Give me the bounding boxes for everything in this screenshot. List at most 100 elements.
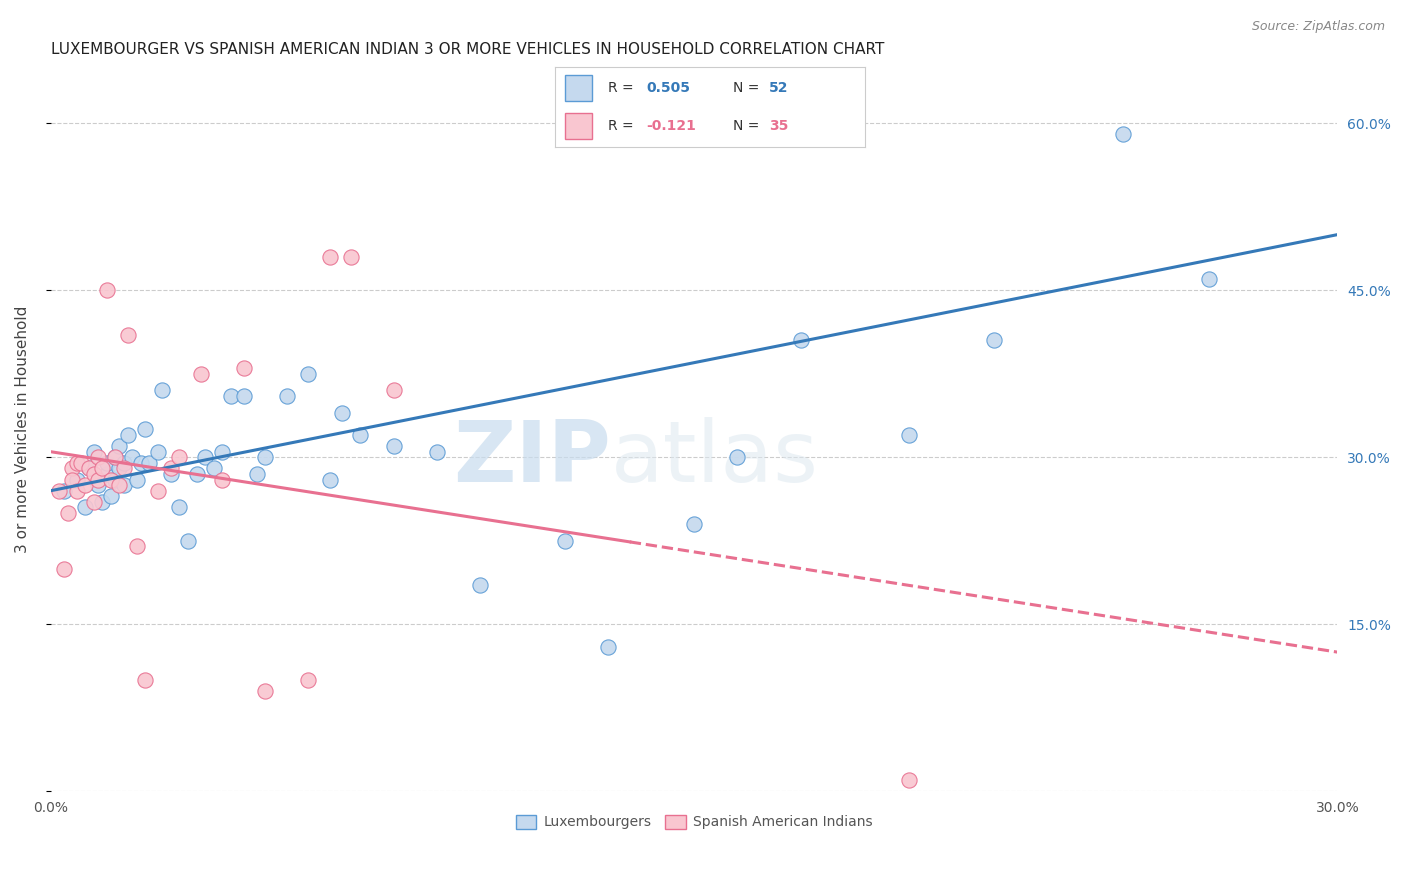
Point — [211, 473, 233, 487]
Point — [104, 450, 127, 465]
Point — [87, 473, 110, 487]
Point — [112, 456, 135, 470]
Text: LUXEMBOURGER VS SPANISH AMERICAN INDIAN 3 OR MORE VEHICLES IN HOUSEHOLD CORRELAT: LUXEMBOURGER VS SPANISH AMERICAN INDIAN … — [51, 42, 884, 57]
Point — [790, 334, 813, 348]
Point — [150, 384, 173, 398]
Point — [169, 450, 191, 465]
Text: 0.505: 0.505 — [647, 81, 690, 95]
Point — [318, 473, 340, 487]
Point — [725, 450, 748, 465]
Point — [146, 483, 169, 498]
Point — [52, 561, 75, 575]
Text: -0.121: -0.121 — [647, 120, 696, 133]
Point — [129, 456, 152, 470]
Point — [468, 578, 491, 592]
Point — [426, 444, 449, 458]
Point — [52, 483, 75, 498]
Point — [83, 495, 105, 509]
Point — [683, 517, 706, 532]
Point — [297, 673, 319, 687]
Point — [96, 467, 118, 481]
Point — [83, 444, 105, 458]
Point — [254, 450, 277, 465]
Point — [146, 444, 169, 458]
Text: R =: R = — [607, 81, 638, 95]
Text: Source: ZipAtlas.com: Source: ZipAtlas.com — [1251, 20, 1385, 33]
Point — [138, 456, 160, 470]
Point — [65, 483, 87, 498]
Point — [121, 450, 143, 465]
Point — [112, 478, 135, 492]
Point — [382, 439, 405, 453]
Point — [598, 640, 620, 654]
Point — [112, 461, 135, 475]
Text: 35: 35 — [769, 120, 789, 133]
Point — [340, 250, 363, 264]
Point — [160, 467, 183, 481]
Point — [65, 456, 87, 470]
Point — [108, 461, 131, 475]
Point — [232, 361, 254, 376]
Point — [318, 250, 340, 264]
Point — [104, 473, 127, 487]
Text: R =: R = — [607, 120, 638, 133]
Point — [75, 478, 97, 492]
Point — [297, 367, 319, 381]
Point — [211, 444, 233, 458]
Point — [91, 461, 114, 475]
FancyBboxPatch shape — [565, 75, 592, 101]
Point — [276, 389, 298, 403]
Point — [554, 533, 576, 548]
Point — [254, 684, 277, 698]
Point — [134, 673, 156, 687]
Point — [186, 467, 208, 481]
Text: 52: 52 — [769, 81, 789, 95]
Point — [246, 467, 269, 481]
FancyBboxPatch shape — [565, 113, 592, 139]
Point — [219, 389, 242, 403]
Point — [169, 500, 191, 515]
Point — [87, 450, 110, 465]
Point — [117, 327, 139, 342]
Point — [79, 461, 101, 475]
Point — [91, 495, 114, 509]
Point — [349, 428, 371, 442]
Text: N =: N = — [734, 81, 763, 95]
Point — [160, 461, 183, 475]
Point — [134, 422, 156, 436]
Point — [1198, 272, 1220, 286]
Legend: Luxembourgers, Spanish American Indians: Luxembourgers, Spanish American Indians — [510, 809, 879, 835]
Point — [177, 533, 200, 548]
Point — [96, 283, 118, 297]
Point — [332, 406, 354, 420]
Point — [83, 467, 105, 481]
Point — [232, 389, 254, 403]
Point — [190, 367, 212, 381]
Point — [117, 428, 139, 442]
Point — [100, 473, 122, 487]
Point — [125, 539, 148, 553]
Text: atlas: atlas — [610, 417, 818, 500]
Point — [100, 489, 122, 503]
Point — [87, 478, 110, 492]
Point — [1112, 128, 1135, 142]
Text: ZIP: ZIP — [453, 417, 610, 500]
Point — [48, 483, 70, 498]
Text: N =: N = — [734, 120, 763, 133]
Point — [79, 461, 101, 475]
Point — [56, 506, 79, 520]
Y-axis label: 3 or more Vehicles in Household: 3 or more Vehicles in Household — [15, 306, 30, 553]
Point — [65, 473, 87, 487]
Point — [194, 450, 217, 465]
Point — [70, 456, 93, 470]
Point — [125, 473, 148, 487]
Point — [96, 456, 118, 470]
Point — [75, 500, 97, 515]
Point — [108, 439, 131, 453]
Point — [202, 461, 225, 475]
Point — [108, 478, 131, 492]
Point — [60, 473, 83, 487]
Point — [104, 450, 127, 465]
Point — [897, 773, 920, 788]
Point — [60, 461, 83, 475]
